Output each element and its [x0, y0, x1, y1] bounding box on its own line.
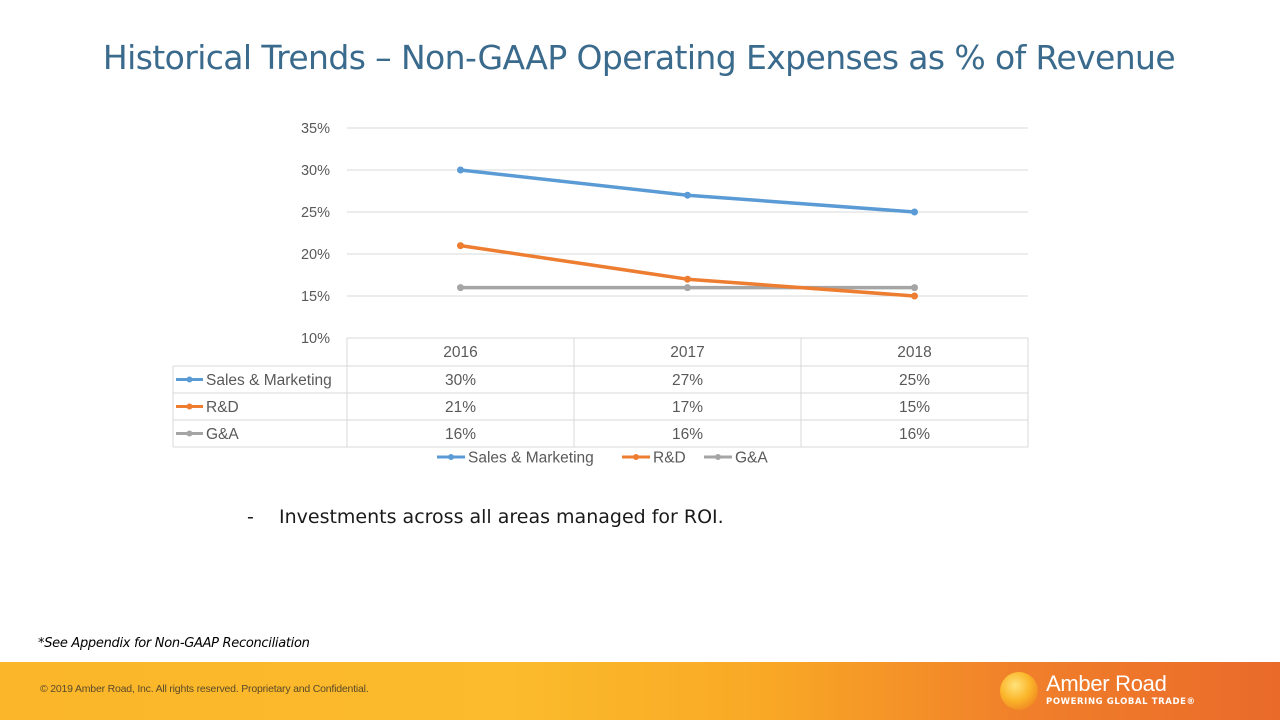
data-point: [684, 284, 691, 292]
globe-icon: [1000, 672, 1038, 710]
table-legend-marker: [186, 376, 193, 383]
data-point: [911, 284, 918, 292]
footer-bar: © 2019 Amber Road, Inc. All rights reser…: [0, 662, 1280, 720]
company-logo: Amber Road POWERING GLOBAL TRADE®: [1000, 670, 1195, 712]
data-point: [457, 166, 464, 174]
series-line: [458, 168, 917, 214]
y-axis-ticks: 10% 15% 20% 25% 30% 35%: [301, 121, 330, 347]
bullet-point: - Investments across all areas managed fo…: [247, 506, 724, 528]
data-label: 16%: [899, 426, 930, 443]
x-category-label: 2017: [670, 344, 704, 361]
legend-marker: [448, 454, 454, 460]
y-tick-label: 25%: [301, 205, 330, 221]
data-label: 16%: [445, 426, 476, 443]
data-point: [457, 284, 464, 292]
x-category-label: 2016: [443, 344, 477, 361]
bullet-marker: -: [247, 506, 254, 528]
data-label: 27%: [672, 372, 703, 389]
table-series-label: G&A: [206, 426, 239, 443]
data-point: [684, 275, 691, 283]
table-series-label: R&D: [206, 399, 239, 416]
y-tick-label: 20%: [301, 247, 330, 263]
table-series-label: Sales & Marketing: [206, 372, 332, 389]
data-label: 21%: [445, 399, 476, 416]
legend: Sales & Marketing R&D G&A: [437, 450, 768, 467]
y-tick-label: 15%: [301, 289, 330, 305]
legend-label: G&A: [735, 450, 768, 467]
legend-marker: [715, 454, 721, 460]
series-lines: [457, 166, 918, 300]
data-point: [911, 292, 918, 300]
y-tick-label: 30%: [301, 163, 330, 179]
bullet-text: Investments across all areas managed for…: [279, 506, 724, 528]
footnote: *See Appendix for Non-GAAP Reconciliatio…: [38, 636, 310, 651]
data-point: [457, 242, 464, 250]
data-point: [684, 191, 691, 199]
y-tick-label: 10%: [301, 331, 330, 347]
data-label: 16%: [672, 426, 703, 443]
legend-label: R&D: [653, 450, 686, 467]
copyright-text: © 2019 Amber Road, Inc. All rights reser…: [40, 683, 369, 695]
x-category-label: 2018: [897, 344, 931, 361]
slide-title: Historical Trends – Non-GAAP Operating E…: [102, 38, 1176, 77]
data-table: 2016 2017 2018 Sales & Marketing 30% 27% 25% R&…: [172, 337, 1029, 448]
data-label: 25%: [899, 372, 930, 389]
data-label: 30%: [445, 372, 476, 389]
data-point: [911, 208, 918, 216]
line-chart: 10% 15% 20% 25% 30% 35% 2016 2017 2018 Sales & M…: [172, 121, 1029, 467]
table-legend-marker: [186, 430, 193, 437]
data-label: 15%: [899, 399, 930, 416]
legend-label: Sales & Marketing: [468, 450, 594, 467]
logo-name: Amber Road: [1046, 671, 1167, 696]
logo-tagline: POWERING GLOBAL TRADE®: [1046, 697, 1196, 707]
data-label: 17%: [672, 399, 703, 416]
y-tick-label: 35%: [301, 121, 330, 137]
legend-marker: [633, 454, 639, 460]
table-legend-marker: [186, 403, 193, 410]
gridlines: [347, 127, 1028, 297]
